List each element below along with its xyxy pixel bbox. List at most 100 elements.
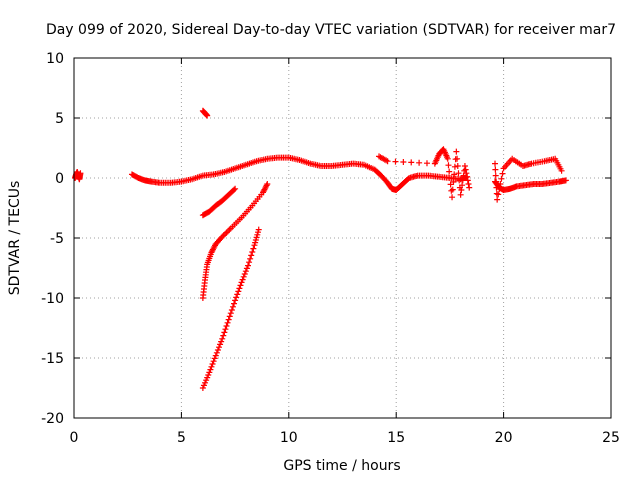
x-tick-label: 20 xyxy=(495,430,513,446)
axis-ticks: 0 5 10 15 20 25 10 5 0 -5 -10 -15 -20 xyxy=(41,51,620,446)
data-point xyxy=(492,166,499,173)
data-point xyxy=(214,347,221,353)
y-tick-label: -20 xyxy=(41,411,64,427)
data-point xyxy=(495,191,502,198)
data-point xyxy=(249,249,256,255)
data-point xyxy=(445,162,452,169)
x-tick-label: 25 xyxy=(602,430,620,446)
plot-frame xyxy=(73,57,612,419)
data-points xyxy=(72,107,569,391)
data-point xyxy=(213,349,220,356)
data-point xyxy=(207,366,214,373)
data-point xyxy=(233,294,240,301)
data-point xyxy=(218,338,225,345)
data-point xyxy=(223,323,230,329)
data-point xyxy=(226,313,233,320)
data-point xyxy=(242,268,249,275)
data-point xyxy=(219,335,226,342)
x-tick-label: 5 xyxy=(177,430,186,446)
data-point xyxy=(455,170,462,177)
data-point xyxy=(459,182,466,189)
data-point xyxy=(234,291,241,298)
data-point xyxy=(466,184,473,191)
data-point xyxy=(464,173,471,180)
data-point xyxy=(77,170,84,177)
data-point xyxy=(208,363,215,370)
data-point xyxy=(465,181,472,187)
data-point xyxy=(464,177,471,184)
data-point xyxy=(454,155,461,162)
data-point xyxy=(246,259,253,266)
data-point xyxy=(448,187,455,194)
data-point xyxy=(239,276,246,283)
grid xyxy=(74,58,611,418)
data-point xyxy=(384,158,391,165)
data-point xyxy=(453,148,460,155)
data-point xyxy=(423,160,430,167)
data-point xyxy=(210,358,217,365)
data-point xyxy=(446,168,453,175)
data-point xyxy=(222,231,229,237)
data-point xyxy=(229,303,236,310)
data-point xyxy=(446,175,453,181)
data-point xyxy=(392,158,399,165)
data-point xyxy=(497,181,504,187)
data-point xyxy=(217,341,224,348)
data-point xyxy=(248,252,255,259)
data-point xyxy=(224,319,231,326)
data-point xyxy=(211,355,218,362)
data-point xyxy=(247,255,254,262)
data-point xyxy=(240,273,247,280)
data-point xyxy=(416,159,423,166)
data-point xyxy=(463,170,470,177)
data-point xyxy=(241,271,248,277)
data-point xyxy=(408,159,415,166)
data-point xyxy=(235,288,242,295)
data-point xyxy=(224,228,231,235)
data-point xyxy=(400,159,407,165)
data-point xyxy=(498,175,505,182)
data-point xyxy=(250,245,257,252)
data-point xyxy=(492,160,499,167)
data-point xyxy=(558,167,565,174)
data-point xyxy=(458,187,465,193)
data-point xyxy=(209,361,216,367)
data-point xyxy=(255,226,262,233)
y-tick-label: 10 xyxy=(46,51,64,67)
data-point xyxy=(451,171,458,178)
data-point xyxy=(237,282,244,289)
data-point xyxy=(496,186,503,193)
x-tick-label: 15 xyxy=(387,430,405,446)
data-point xyxy=(449,186,456,193)
data-point xyxy=(222,326,229,333)
data-point xyxy=(225,316,232,323)
data-point xyxy=(494,196,501,203)
data-point xyxy=(221,329,228,336)
data-point xyxy=(238,279,245,286)
data-point xyxy=(449,194,456,201)
data-point xyxy=(232,297,239,304)
data-point xyxy=(492,172,499,179)
data-point xyxy=(212,352,219,359)
data-point xyxy=(204,112,211,119)
data-point xyxy=(450,179,457,185)
data-point xyxy=(206,369,213,376)
data-point xyxy=(231,186,238,193)
x-tick-label: 0 xyxy=(70,430,79,446)
x-axis-label: GPS time / hours xyxy=(283,458,400,474)
data-point xyxy=(461,163,468,169)
data-point xyxy=(264,181,271,187)
data-point xyxy=(227,310,234,317)
y-tick-label: -10 xyxy=(41,291,64,307)
data-point xyxy=(244,262,251,269)
data-point xyxy=(562,177,569,184)
chart-title: Day 099 of 2020, Sidereal Day-to-day VTE… xyxy=(46,22,616,38)
data-point xyxy=(236,285,243,292)
data-point xyxy=(226,226,233,233)
data-point xyxy=(459,177,466,184)
data-point xyxy=(243,265,250,272)
data-point xyxy=(493,178,500,185)
x-tick-label: 10 xyxy=(280,430,298,446)
data-point xyxy=(231,300,238,307)
